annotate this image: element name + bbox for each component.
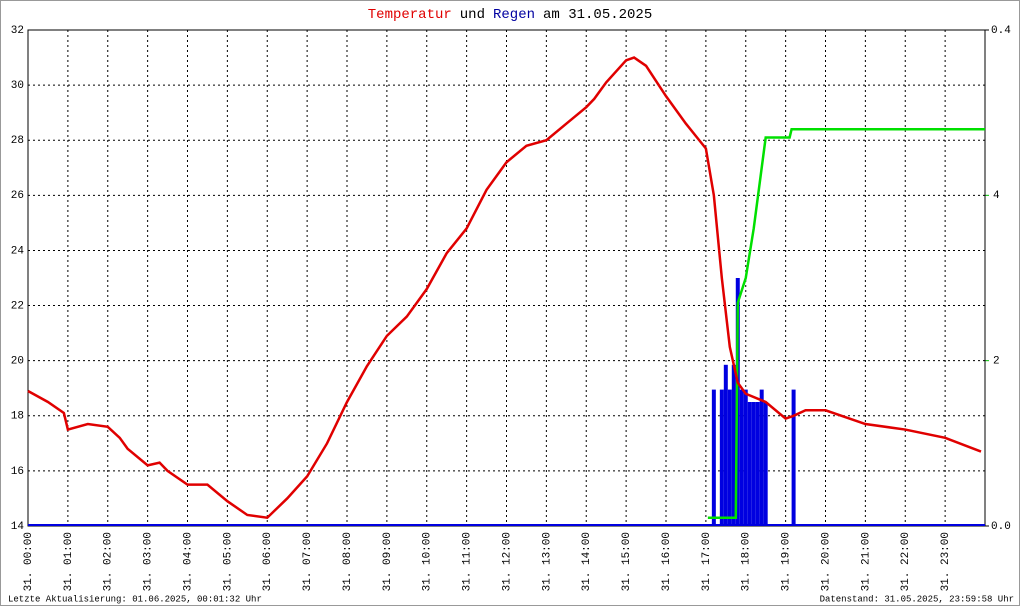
x-tick-label: 31. 07:00	[302, 532, 314, 591]
x-tick-label: 31. 10:00	[422, 532, 434, 591]
x-tick-label: 31. 21:00	[860, 532, 872, 591]
title-part: Regen	[493, 7, 535, 23]
x-tick-label: 31. 14:00	[581, 532, 593, 591]
x-tick-label: 31. 03:00	[143, 532, 155, 591]
y2-tick-label: 2	[993, 356, 1000, 368]
y-tick-label: 26	[11, 190, 24, 202]
footer-left: Letzte Aktualisierung: 01.06.2025, 00:01…	[8, 594, 262, 604]
y-tick-label: 18	[11, 411, 24, 423]
y3-tick-label: 0.0	[991, 521, 1011, 533]
series-line	[27, 56, 982, 520]
x-tick-label: 31. 17:00	[701, 532, 713, 591]
x-tick-label: 31. 04:00	[182, 532, 194, 591]
y-tick-label: 28	[11, 135, 24, 147]
x-tick-label: 31. 19:00	[781, 532, 793, 591]
y-tick-label: 14	[11, 521, 25, 533]
rain-bar	[711, 389, 716, 526]
rain-bar	[739, 389, 744, 526]
rain-bar	[747, 402, 752, 526]
footer-right: Datenstand: 31.05.2025, 23:59:58 Uhr	[820, 594, 1014, 604]
x-tick-label: 31. 02:00	[103, 532, 115, 591]
x-tick-label: 31. 01:00	[63, 532, 75, 591]
rain-bar	[719, 389, 724, 526]
x-tick-label: 31. 13:00	[541, 532, 553, 591]
x-tick-label: 31. 16:00	[661, 532, 673, 591]
x-tick-label: 31. 20:00	[820, 532, 832, 591]
y2-tick-label: 4	[993, 190, 1000, 202]
y-tick-label: 20	[11, 356, 24, 368]
rain-bar	[743, 389, 748, 526]
x-tick-label: 31. 15:00	[621, 532, 633, 591]
y-tick-label: 32	[11, 25, 24, 37]
rain-bar	[727, 389, 732, 526]
x-tick-label: 31. 05:00	[222, 532, 234, 591]
title-part: Temperatur	[368, 7, 452, 23]
series-line	[707, 127, 985, 519]
rain-bar	[731, 364, 736, 526]
y-tick-label: 16	[11, 466, 24, 478]
x-tick-label: 31. 08:00	[342, 532, 354, 591]
title-part: und	[460, 7, 485, 23]
rain-bar	[755, 402, 760, 526]
rain-bar	[723, 364, 728, 526]
x-tick-label: 31. 11:00	[462, 532, 474, 591]
y-tick-label: 22	[11, 300, 24, 312]
x-tick-label: 31. 09:00	[382, 532, 394, 591]
x-tick-label: 31. 22:00	[900, 532, 912, 591]
y-tick-label: 24	[11, 245, 25, 257]
rain-bar	[791, 389, 796, 526]
x-tick-label: 31. 00:00	[23, 532, 35, 591]
y-tick-label: 30	[11, 80, 24, 92]
rain-bar	[759, 389, 764, 526]
x-tick-label: 31. 18:00	[741, 532, 753, 591]
title-part: am 31.05.2025	[543, 7, 652, 23]
x-tick-label: 31. 23:00	[940, 532, 952, 591]
x-tick-label: 31. 06:00	[262, 532, 274, 591]
rain-bar	[751, 402, 756, 526]
rain-bar	[763, 402, 768, 526]
chart-title: Temperatur und Regen am 31.05.2025	[368, 7, 652, 23]
x-tick-label: 31. 12:00	[501, 532, 513, 591]
y3-tick-label: 0.4	[991, 25, 1011, 37]
